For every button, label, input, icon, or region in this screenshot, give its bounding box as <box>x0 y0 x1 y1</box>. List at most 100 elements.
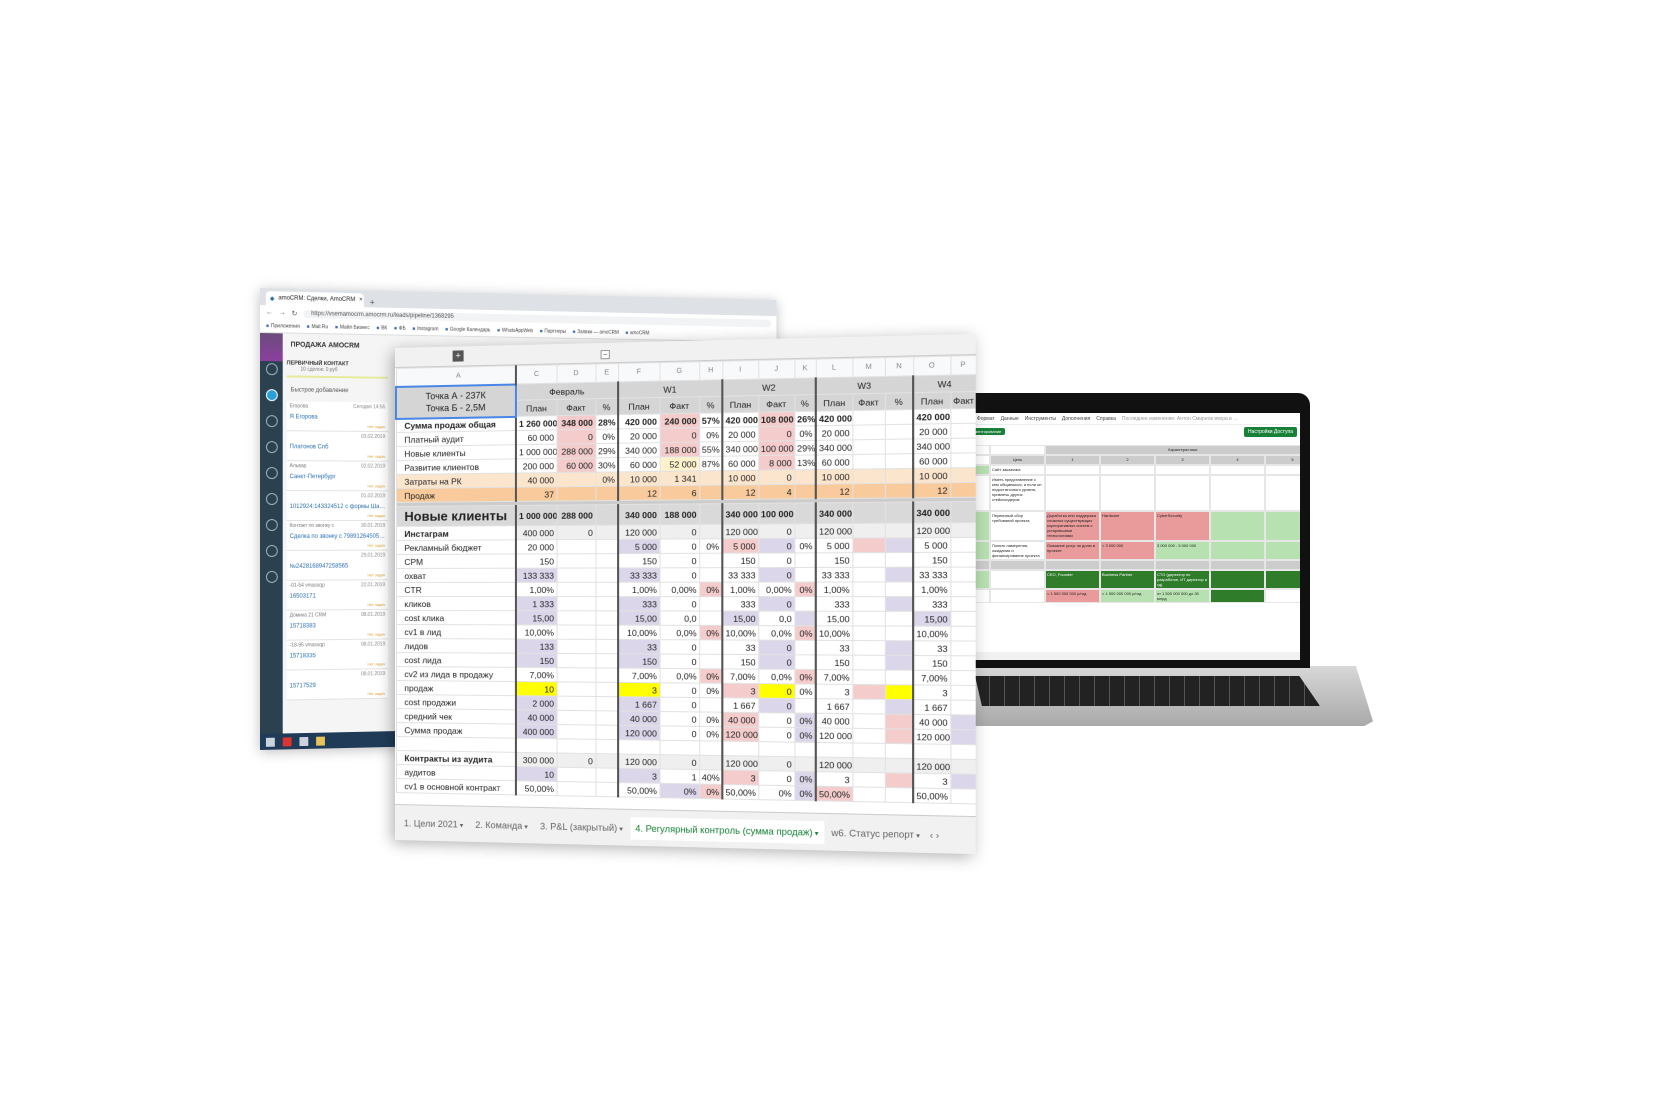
data-cell[interactable]: 340 000 <box>815 502 853 524</box>
data-cell[interactable]: 100 000 <box>758 440 795 456</box>
bookmark-item[interactable]: Заявки — amoCRM <box>573 329 619 336</box>
data-cell[interactable] <box>884 625 914 641</box>
data-cell[interactable] <box>595 553 619 568</box>
customers-icon[interactable] <box>265 415 278 428</box>
data-cell[interactable]: 0% <box>699 582 723 597</box>
dashboard-icon[interactable] <box>265 363 278 376</box>
data-cell[interactable] <box>852 483 885 499</box>
data-cell[interactable] <box>556 724 596 740</box>
data-cell[interactable]: 5 000 <box>618 539 660 554</box>
start-icon[interactable] <box>265 737 275 747</box>
data-cell[interactable] <box>852 640 885 656</box>
data-cell[interactable]: 200 000 <box>515 458 557 474</box>
lead-card[interactable]: 29.01.2019 №2428168947258565 Нет задач <box>286 550 389 581</box>
data-cell[interactable] <box>950 788 976 804</box>
data-cell[interactable] <box>884 567 914 582</box>
data-cell[interactable] <box>884 670 914 685</box>
data-cell[interactable] <box>950 423 976 439</box>
cell[interactable]: от 1 500 000 000 до 30 млрд <box>1155 589 1210 603</box>
data-cell[interactable] <box>950 408 976 424</box>
data-cell[interactable] <box>884 424 914 440</box>
row-label[interactable]: охват <box>395 568 516 583</box>
data-cell[interactable] <box>950 438 976 454</box>
data-cell[interactable] <box>556 486 596 502</box>
data-cell[interactable]: 0% <box>758 785 795 801</box>
data-cell[interactable]: 20 000 <box>815 425 853 441</box>
data-cell[interactable] <box>595 710 619 726</box>
data-cell[interactable]: 1 <box>659 768 700 785</box>
data-cell[interactable]: 33 333 <box>913 567 951 582</box>
data-cell[interactable]: 1 260 000 <box>515 415 557 431</box>
data-cell[interactable]: 1 667 <box>618 696 660 712</box>
data-cell[interactable]: 108 000 <box>758 411 795 427</box>
data-cell[interactable]: 1 000 000 <box>515 505 557 526</box>
data-cell[interactable] <box>794 567 816 583</box>
data-cell[interactable] <box>556 610 596 626</box>
data-cell[interactable] <box>852 468 885 484</box>
data-cell[interactable] <box>950 581 976 597</box>
data-cell[interactable]: 40 000 <box>815 713 853 729</box>
data-cell[interactable]: 50,00% <box>913 787 951 804</box>
lead-title[interactable]: 1012924:143324512 с формы Шап... <box>289 503 386 510</box>
data-cell[interactable]: 150 <box>722 654 759 670</box>
data-cell[interactable] <box>950 452 976 468</box>
lead-card[interactable]: -01-54 vmassqp 22.01.2019 16503171 Нет зада… <box>286 580 389 611</box>
data-cell[interactable]: 5 000 <box>815 538 853 553</box>
data-cell[interactable]: 333 <box>815 596 853 612</box>
data-cell[interactable]: 0% <box>699 427 723 443</box>
data-cell[interactable]: 26% <box>794 411 816 427</box>
data-cell[interactable]: 400 000 <box>515 724 557 739</box>
data-cell[interactable]: 4 <box>758 484 795 500</box>
data-cell[interactable]: 1 000 000 <box>515 444 557 459</box>
data-cell[interactable]: 3 <box>913 773 951 789</box>
data-cell[interactable] <box>794 523 816 539</box>
data-cell[interactable]: 60 000 <box>618 457 660 472</box>
row-label[interactable]: средний чек <box>395 708 516 725</box>
data-cell[interactable] <box>852 655 885 671</box>
selected-cell[interactable]: Точка А - 237К Точка Б - 2,5М <box>395 384 516 419</box>
data-cell[interactable]: 10,00% <box>913 626 951 641</box>
data-cell[interactable]: 12 <box>913 482 951 498</box>
data-cell[interactable] <box>950 700 976 716</box>
data-cell[interactable]: 0% <box>794 683 816 699</box>
data-cell[interactable]: 0,0% <box>659 668 700 684</box>
menu-item[interactable]: Дополнения <box>1061 415 1091 422</box>
data-cell[interactable]: 52 000 <box>659 456 700 472</box>
data-cell[interactable]: 0 <box>758 538 795 554</box>
tab-scroll-arrows[interactable]: ‹ › <box>929 829 940 841</box>
data-cell[interactable]: 33 333 <box>618 567 660 583</box>
data-cell[interactable]: 1 341 <box>659 470 700 486</box>
bookmark-item[interactable]: Instagram <box>412 326 438 332</box>
data-cell[interactable]: 3 <box>722 683 759 699</box>
data-cell[interactable]: 12 <box>618 485 660 501</box>
bookmark-item[interactable]: amoCRM <box>625 330 649 336</box>
data-cell[interactable] <box>699 697 723 713</box>
data-cell[interactable] <box>699 740 723 756</box>
data-cell[interactable]: 0 <box>758 654 795 670</box>
browser-tab[interactable]: ◆ amoCRM: Сделки, AmoCRM × <box>265 291 364 308</box>
data-cell[interactable] <box>852 537 885 553</box>
lead-title[interactable]: 16503171 <box>289 593 316 600</box>
data-cell[interactable] <box>699 553 723 568</box>
data-cell[interactable] <box>950 501 976 523</box>
data-cell[interactable]: 0 <box>659 754 700 770</box>
data-cell[interactable] <box>595 725 619 740</box>
data-cell[interactable] <box>794 484 816 499</box>
data-cell[interactable]: 120 000 <box>722 755 759 771</box>
data-cell[interactable] <box>884 502 914 524</box>
data-cell[interactable]: 188 000 <box>659 442 700 458</box>
data-cell[interactable] <box>595 596 619 611</box>
data-cell[interactable] <box>884 537 914 553</box>
data-cell[interactable]: 10 <box>515 681 557 697</box>
data-cell[interactable]: 240 000 <box>659 413 700 429</box>
data-cell[interactable]: 15,00 <box>913 611 951 627</box>
reload-icon[interactable]: ↻ <box>291 310 298 318</box>
data-cell[interactable]: 0 <box>556 525 596 540</box>
data-cell[interactable]: 29% <box>595 443 619 458</box>
data-cell[interactable]: 20 000 <box>618 428 660 444</box>
data-cell[interactable]: 1,00% <box>722 582 759 597</box>
data-cell[interactable]: 50,00% <box>722 784 759 800</box>
data-cell[interactable]: 0% <box>794 785 816 801</box>
data-cell[interactable]: 40 000 <box>515 709 557 725</box>
data-cell[interactable]: 0 <box>659 711 700 727</box>
